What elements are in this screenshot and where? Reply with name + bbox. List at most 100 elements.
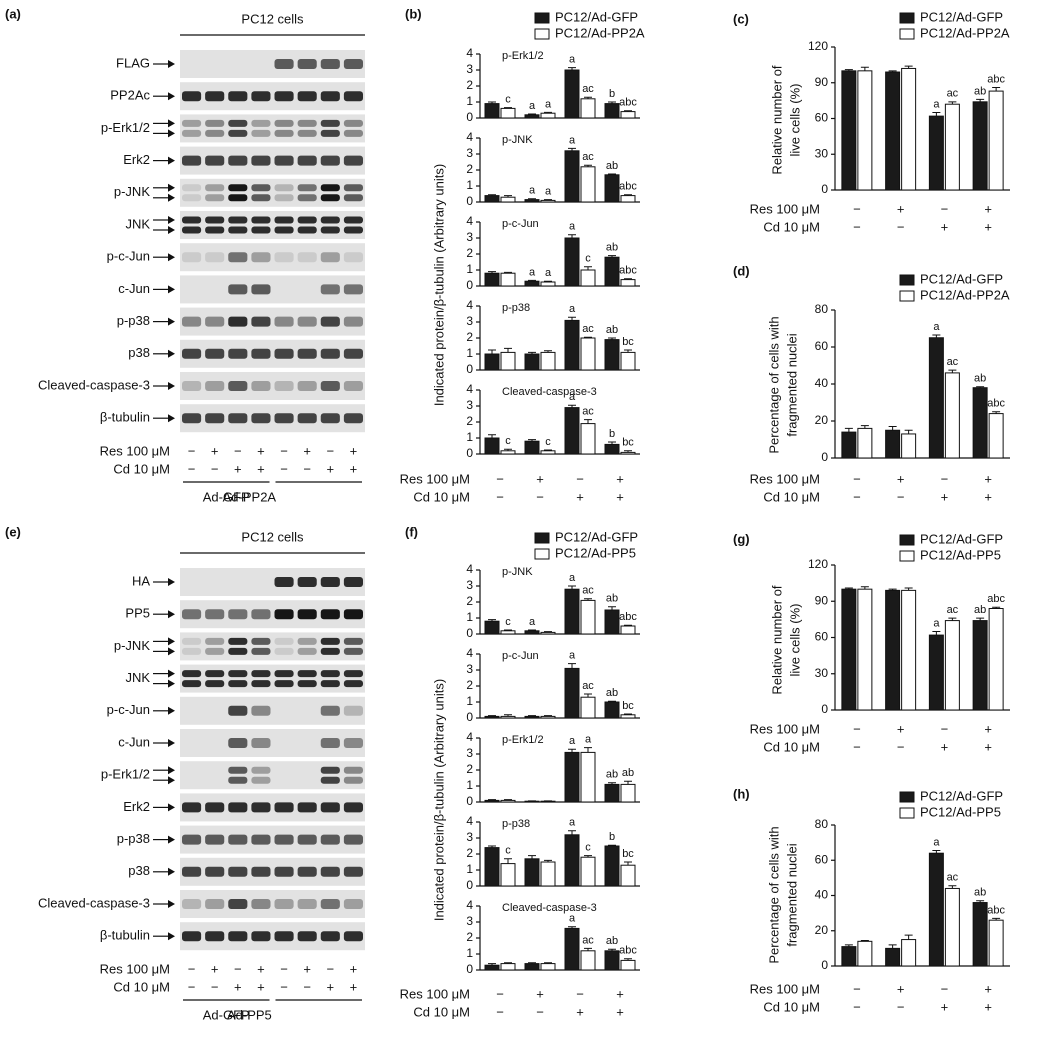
blot-band [320,348,340,359]
treatment-label: Res 100 μM [750,981,820,996]
error-bar [888,70,897,73]
treatment-mark: + [257,461,265,476]
treatment-mark: − [853,999,861,1014]
treatment-mark: − [853,489,861,504]
blot-band [343,834,363,845]
blot-band [274,316,294,327]
error-bar [568,147,576,151]
error-bar [544,111,552,114]
error-bar [888,944,897,949]
blot-band [251,194,271,202]
bar [604,443,620,455]
significance-letter: a [569,913,576,925]
blot-band [228,216,248,224]
treatment-mark: − [853,201,861,216]
bar [988,413,1004,459]
blot-band [320,381,340,391]
blot-band [205,252,225,263]
blot-band [182,348,202,359]
blot-band [320,155,340,166]
blot-band [228,119,248,127]
bar [524,353,540,371]
significance-letter: ac [947,356,959,368]
arrow-head [168,776,175,785]
blot-row-label: β-tubulin [100,410,150,425]
treatment-mark: + [897,721,905,736]
y-axis-label: Percentage of cells with [766,826,781,963]
bar [564,69,580,119]
significance-letter: a [585,734,592,746]
error-bar [976,617,985,621]
treatment-mark: − [576,986,584,1001]
bar [928,337,944,459]
blot-band [182,680,202,688]
blot-band [251,899,271,909]
blot-band [251,348,271,359]
arrow-head [168,382,175,390]
treatment-label: Res 100 μM [750,201,820,216]
blot-strip [180,664,365,693]
bar [580,423,596,455]
arrow-head [168,669,175,678]
treatment-mark: − [188,979,196,994]
error-bar [992,606,1001,609]
arrow-head [168,349,175,358]
treatment-mark: − [188,461,196,476]
y-tick-label: 4 [466,130,473,144]
bar [885,429,901,459]
error-bar [488,194,496,196]
blot-band [205,834,225,845]
blot-band [251,216,271,224]
error-bar [608,255,616,258]
y-axis-label: Percentage of cells with [766,316,781,453]
treatment-mark: − [853,721,861,736]
blot-row-label: β-tubulin [100,928,150,943]
blot-band [297,316,317,327]
y-tick-label: 4 [466,382,473,396]
significance-letter: a [933,321,940,333]
error-bar [528,629,536,631]
blot-band [228,155,248,166]
blot-band [228,647,248,655]
arrow-head [168,119,175,128]
y-tick-label: 3 [466,314,473,328]
error-bar [844,69,853,71]
blot-band [320,129,340,137]
y-axis-label: Relative number of [769,65,784,174]
treatment-mark: + [576,489,584,504]
y-tick-label: 1 [466,862,473,876]
legend-label: PC12/Ad-PP2A [920,287,1010,302]
treatment-label: Res 100 μM [400,986,470,1001]
significance-letter: bc [622,336,634,348]
significance-letter: ab [974,604,986,616]
significance-letter: c [505,94,511,106]
error-bar [992,411,1001,414]
y-tick-label: 1 [466,346,473,360]
bar [857,70,873,191]
error-bar [504,714,512,717]
error-bar [624,450,632,453]
treatment-mark: + [616,471,624,486]
blot-band [297,348,317,359]
blot-row-label: p-c-Jun [107,702,150,717]
blot-band [228,738,248,748]
bar [540,351,556,371]
error-bar [976,386,985,388]
treatment-mark: + [941,489,949,504]
blot-band [274,381,294,391]
error-bar [624,713,632,715]
y-tick-label: 20 [815,923,829,937]
blot-band [251,931,271,942]
significance-letter: abc [987,593,1005,605]
bar [484,195,500,203]
error-bar [528,962,536,964]
error-bar [488,271,496,274]
blot-band [320,226,340,234]
blot-band [343,216,363,224]
significance-letter: abc [619,611,637,623]
blot-band [320,413,340,424]
significance-letter: ac [582,323,594,335]
blot-band [205,647,225,655]
blot-band [251,413,271,424]
error-bar [528,855,536,859]
